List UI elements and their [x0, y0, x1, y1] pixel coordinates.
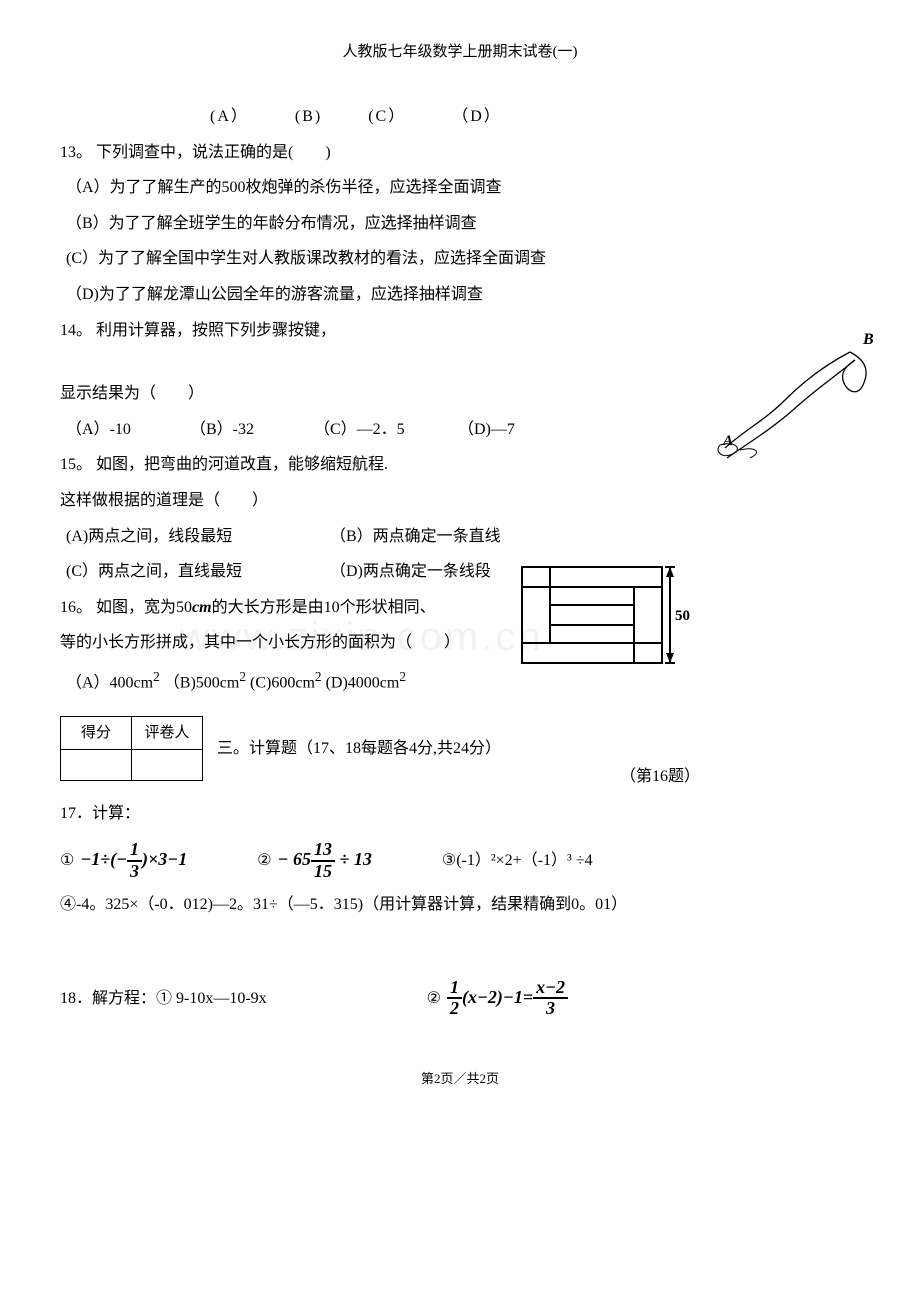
- q15-opt-c: (C）两点之间，直线最短: [66, 559, 326, 585]
- q17-f1: ① −1÷(−13)×3−1: [60, 840, 187, 882]
- opt-c: (C）: [368, 104, 406, 130]
- score-cell2: [132, 749, 203, 780]
- q13-opt-b: （B）为了了解全班学生的年龄分布情况，应选择抽样调查: [60, 211, 860, 237]
- q15-opt-d: （D)两点确定一条线段: [330, 563, 491, 580]
- score-cell1: [61, 749, 132, 780]
- circled-1-icon: ①: [60, 852, 74, 869]
- q18-stem: 18．解方程：① 9-10x—10-9x: [60, 986, 267, 1012]
- section3-title: 三。计算题（17、18每题各4分,共24分）: [217, 736, 501, 762]
- q16-opt-c: (C)600cm: [250, 674, 315, 691]
- q14-opt-d: （D)—7: [458, 417, 578, 443]
- q14-options: （A）-10 （B）-32 （C）—2．5 （D)—7: [60, 417, 860, 443]
- q13-stem: 13。 下列调查中，说法正确的是( ): [60, 140, 860, 166]
- q17-formula-row: ① −1÷(−13)×3−1 ② − 651315 ÷ 13 ③(-1）²×2+…: [60, 840, 860, 882]
- q16-sup-b: 2: [239, 669, 246, 684]
- score-table: 得分 评卷人: [60, 716, 203, 781]
- options-row-12: (A） (B) (C） （D）: [60, 104, 860, 130]
- q16-l1-pre: 16。 如图，宽为50: [60, 599, 192, 616]
- section-3-header: 得分 评卷人 三。计算题（17、18每题各4分,共24分）: [60, 716, 860, 781]
- q15-row2: (C）两点之间，直线最短 （D)两点确定一条线段: [60, 559, 860, 585]
- opt-a: (A）: [210, 104, 249, 130]
- score-th2: 评卷人: [132, 716, 203, 749]
- q18-f2: ② 12(x−2)−1=x−23: [427, 978, 568, 1020]
- q15-stem: 15。 如图，把弯曲的河道改直，能够缩短航程.: [60, 452, 860, 478]
- q16-opt-a: （A）400cm: [66, 674, 153, 691]
- q16-sup-a: 2: [153, 669, 160, 684]
- q13-opt-d: （D)为了了解龙潭山公园全年的游客流量，应选择抽样调查: [60, 282, 860, 308]
- q13-opt-a: （A）为了了解生产的500枚炮弹的杀伤半径，应选择全面调查: [60, 175, 860, 201]
- q17-f2: ② − 651315 ÷ 13: [257, 840, 372, 882]
- q17-line4: ④-4。325×（-0．012)—2。31÷（—5．315)（用计算器计算，结果…: [60, 892, 860, 918]
- q15-opt-b: （B）两点确定一条直线: [330, 528, 501, 545]
- q16-line2: 等的小长方形拼成，其中一个小长方形的面积为（ ）: [60, 630, 860, 656]
- q14-opt-b: （B）-32: [190, 417, 310, 443]
- page-footer: 第2页／共2页: [60, 1069, 860, 1090]
- score-th1: 得分: [61, 716, 132, 749]
- q17-stem: 17．计算：: [60, 801, 860, 827]
- q17-f1-math: −1÷(−13)×3−1: [80, 849, 187, 869]
- q16-caption: （第16题）: [620, 764, 700, 790]
- q16-l1-post: 的大长方形是由10个形状相同、: [212, 599, 436, 616]
- opt-d: （D）: [452, 104, 502, 130]
- q16-sup-d: 2: [399, 669, 406, 684]
- q14-result: 显示结果为（ ）: [60, 381, 860, 407]
- circled-2b-icon: ②: [427, 990, 441, 1007]
- circled-2-icon: ②: [257, 852, 271, 869]
- q16-opt-b: （B)500cm: [164, 674, 240, 691]
- q15-cont: 这样做根据的道理是（ ）: [60, 488, 860, 514]
- q16-line1: 16。 如图，宽为50cm的大长方形是由10个形状相同、: [60, 595, 860, 621]
- opt-b: (B): [295, 104, 322, 130]
- q18-f2-math: 12(x−2)−1=x−23: [447, 987, 568, 1007]
- q16-options: （A）400cm2 （B)500cm2 (C)600cm2 (D)4000cm2: [60, 666, 860, 696]
- q16-unit: cm: [192, 599, 212, 616]
- river-label-b: B: [862, 331, 874, 348]
- q15-opt-a: (A)两点之间，线段最短: [66, 524, 326, 550]
- q14-opt-a: （A）-10: [66, 417, 186, 443]
- q16-sup-c: 2: [315, 669, 322, 684]
- q17-f2-math: − 651315 ÷ 13: [278, 849, 372, 869]
- q14-stem: 14。 利用计算器，按照下列步骤按键，: [60, 318, 860, 344]
- q17-f3: ③(-1）²×2+（-1）³ ÷4: [442, 848, 593, 874]
- q15-row1: (A)两点之间，线段最短 （B）两点确定一条直线: [60, 524, 860, 550]
- q16-opt-d: (D)4000cm: [326, 674, 400, 691]
- q13-opt-c: (C）为了了解全国中学生对人教版课改教材的看法，应选择全面调查: [60, 246, 860, 272]
- q14-opt-c: （C）—2．5: [314, 417, 454, 443]
- page-header-title: 人教版七年级数学上册期末试卷(一): [60, 40, 860, 64]
- q18-row: 18．解方程：① 9-10x—10-9x ② 12(x−2)−1=x−23: [60, 978, 860, 1020]
